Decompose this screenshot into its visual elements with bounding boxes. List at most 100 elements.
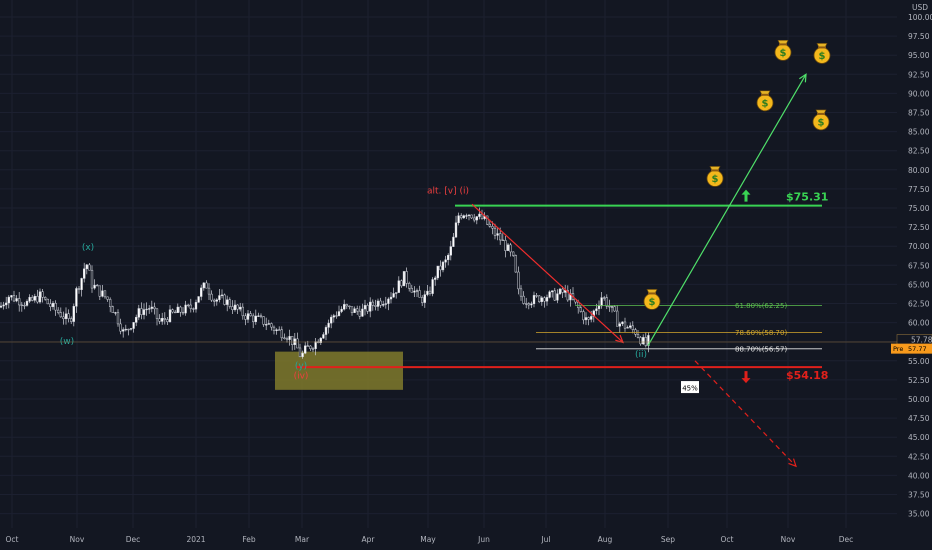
dollar-sign: $ — [818, 117, 825, 128]
candle-body — [44, 296, 47, 300]
candle-body — [413, 290, 416, 293]
candle-body — [324, 327, 328, 335]
candle-body — [259, 315, 263, 317]
candle-body — [400, 280, 403, 287]
money-bags: $ $ $ $ $ $ — [643, 40, 831, 310]
candle-body — [270, 323, 273, 328]
time-tick-label: Apr — [362, 535, 376, 544]
candle-body — [148, 308, 151, 310]
candle-body — [67, 313, 70, 319]
candle-body — [168, 309, 172, 322]
candle-body — [631, 325, 634, 330]
candle-body — [447, 254, 450, 261]
candle-body — [202, 282, 205, 289]
candle-body — [418, 290, 421, 298]
candle-body — [558, 288, 562, 294]
candle-body — [514, 255, 517, 273]
candle-body — [462, 215, 465, 219]
candle-body — [0, 305, 3, 308]
candle-body — [530, 303, 533, 306]
price-tick-label: 77.50 — [908, 185, 930, 194]
candle-body — [241, 306, 244, 317]
candle-body — [376, 300, 380, 307]
candle-body — [88, 264, 91, 271]
candle-body — [629, 325, 632, 328]
candle-body — [288, 336, 291, 340]
candle-body — [150, 306, 153, 309]
drawing-lines — [296, 73, 822, 468]
candle-body — [298, 347, 302, 357]
money-bag-icon: $ — [813, 43, 831, 64]
candle-body — [322, 334, 325, 339]
money-bag-icon: $ — [643, 289, 661, 310]
candle-body — [486, 215, 489, 225]
candle-body — [538, 295, 541, 302]
candle-body — [478, 213, 481, 217]
money-bag-icon: $ — [774, 40, 792, 61]
candle-body — [415, 290, 419, 292]
candle-body — [135, 316, 138, 323]
candle-body — [155, 308, 159, 319]
candle-body — [499, 233, 502, 241]
candle-body — [57, 309, 60, 313]
candle-body — [454, 222, 458, 238]
money-bag-tie — [648, 292, 656, 295]
candle-body — [504, 240, 507, 251]
candle-body — [389, 296, 393, 300]
candle-body — [363, 305, 367, 310]
time-tick-label: Jul — [540, 535, 550, 544]
candle-body — [603, 297, 606, 299]
candle-body — [189, 304, 192, 309]
candle-body — [519, 288, 523, 297]
candle-body — [122, 329, 125, 332]
candle-body — [306, 345, 309, 347]
candle-body — [384, 303, 387, 305]
candle-body — [488, 223, 491, 227]
candle-body — [493, 227, 497, 236]
candle-body — [332, 315, 335, 318]
candle-body — [33, 296, 36, 301]
price-tick-label: 47.50 — [908, 414, 930, 423]
price-tick-label: 55.00 — [908, 357, 930, 366]
candle-body — [397, 280, 400, 293]
candle-body — [613, 306, 616, 312]
candle-body — [566, 290, 569, 301]
candle-body — [283, 337, 286, 340]
price-tick-label: 85.00 — [908, 128, 930, 137]
time-axis[interactable]: Oct Nov Dec 2021 Feb Mar Apr May Jun Jul Aug Sep Oct… — [6, 535, 854, 544]
candle-body — [85, 264, 88, 270]
money-bag-tie — [818, 46, 826, 49]
price-tick-label: 87.50 — [908, 109, 930, 118]
candle-body — [441, 261, 445, 271]
money-bag-tie — [817, 112, 825, 115]
candle-body — [543, 297, 546, 302]
candle-body — [137, 308, 140, 318]
support-zone — [275, 351, 403, 390]
time-tick-label: Feb — [242, 535, 256, 544]
projection-down-arrow-head — [788, 458, 797, 468]
candle-body — [584, 317, 588, 321]
candle-body — [491, 226, 494, 229]
candle-body — [228, 299, 231, 307]
candle-body — [395, 292, 398, 294]
candle-body — [36, 296, 39, 303]
candle-body — [62, 316, 65, 320]
candle-body — [421, 297, 424, 303]
price-tick-label: 72.50 — [908, 223, 930, 232]
candle-body — [2, 304, 5, 307]
fib-level-label: 88.70%(56.57) — [735, 345, 787, 353]
candle-body — [642, 337, 645, 345]
candle-body — [54, 302, 57, 311]
candle-body — [337, 311, 341, 316]
price-axis[interactable]: 35.00 37.50 40.00 42.50 45.00 47.50 50.00 52.50… — [908, 13, 932, 519]
time-tick-label: Dec — [839, 535, 854, 544]
candle-body — [535, 295, 538, 297]
candle-body — [246, 313, 250, 320]
candle-body — [345, 304, 348, 307]
candle-body — [64, 313, 68, 320]
candle-body — [467, 214, 471, 217]
time-tick-label: Jun — [477, 535, 490, 544]
candle-body — [244, 315, 247, 320]
